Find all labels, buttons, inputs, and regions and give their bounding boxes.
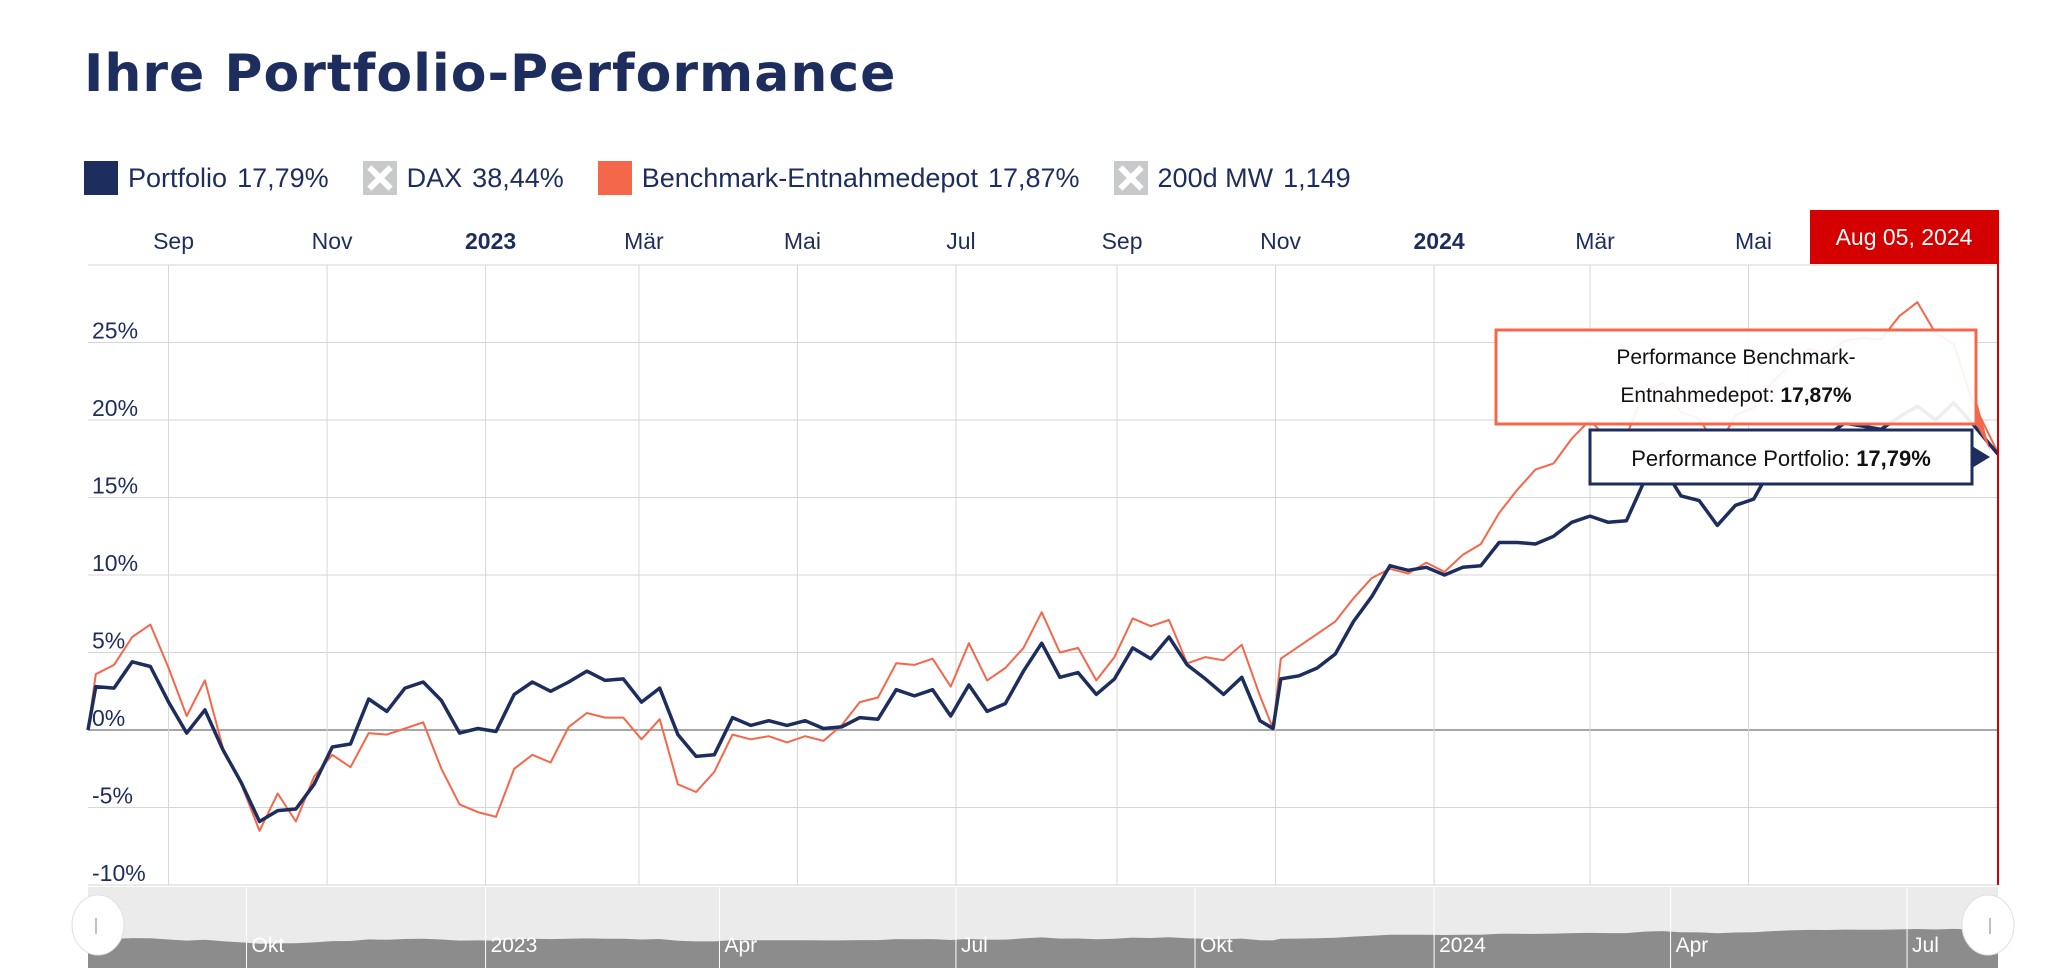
legend-disabled-icon (362, 161, 397, 195)
navigator-label: 2023 (491, 934, 538, 957)
legend-value: 1,149 (1283, 162, 1351, 193)
x-tick-label: Mär (624, 228, 664, 254)
x-tick-label: 2023 (465, 228, 516, 254)
legend-item-portfolio[interactable]: Portfolio 17,79% (84, 161, 329, 195)
y-tick-label: 15% (92, 473, 138, 499)
tooltip-portfolio-pointer (1972, 446, 1990, 468)
y-tick-label: 0% (92, 705, 125, 731)
y-tick-label: -5% (92, 783, 133, 809)
tooltip-benchmark (1494, 328, 1978, 426)
legend-label: 200d MW (1157, 162, 1274, 193)
tooltip-benchmark-label: Performance Benchmark- (1616, 346, 1855, 369)
navigator-area (88, 928, 1998, 968)
tooltip-benchmark-value: 17,87% (1780, 384, 1852, 407)
x-tick-label: Sep (1102, 228, 1143, 254)
x-tick-label: Nov (312, 228, 353, 254)
tooltip-benchmark-pointer (1976, 398, 1990, 450)
legend-item-200d-mw[interactable]: 200d MW 1,149 (1113, 161, 1351, 195)
legend-item-benchmark-entnahmedepot[interactable]: Benchmark-Entnahmedepot 17,87% (597, 161, 1080, 195)
x-tick-label: Nov (1260, 228, 1301, 254)
tooltip-portfolio-colon: : (1844, 446, 1856, 471)
x-tick-label: Sep (153, 228, 194, 254)
y-tick-label: 10% (92, 550, 138, 576)
x-tick-label: Mai (784, 228, 821, 254)
y-tick-label: 5% (92, 628, 125, 654)
chart-legend: Portfolio 17,79% DAX 38,44% Benchmark-Entnah… (84, 158, 1385, 198)
navigator-right-handle[interactable] (1961, 894, 2015, 956)
x-tick-label: Mai (1735, 228, 1772, 254)
legend-swatch (84, 161, 118, 195)
navigator-left-handle[interactable] (71, 894, 125, 956)
y-tick-label: 20% (92, 395, 138, 421)
legend-label: DAX (406, 162, 463, 193)
tooltip-portfolio-value: 17,79% (1856, 446, 1931, 471)
tooltip-benchmark-colon: : (1769, 384, 1781, 407)
legend-swatch (597, 161, 632, 195)
tooltip-portfolio-label: Performance Portfolio (1631, 446, 1844, 471)
x-tick-label: Jul (946, 228, 975, 254)
navigator-label: Apr (724, 934, 757, 957)
legend-disabled-icon (1113, 161, 1148, 195)
legend-label: Portfolio (128, 162, 228, 193)
tooltip-benchmark-label-2: Entnahmedepot: 17,87% (1620, 384, 1852, 407)
crosshair-date-label: Aug 05, 2024 (1836, 224, 1973, 250)
legend-value: 17,87% (987, 162, 1080, 193)
navigator-label: Jul (1912, 934, 1939, 957)
navigator-label: 2024 (1439, 934, 1486, 957)
navigator-label: Apr (1676, 934, 1709, 957)
tooltip-portfolio-text: Performance Portfolio: 17,79% (1631, 446, 1931, 471)
x-tick-label: Mär (1575, 228, 1615, 254)
y-tick-label: -10% (92, 860, 146, 886)
navigator-label: Okt (1200, 934, 1233, 957)
navigator-label: Okt (252, 934, 285, 957)
y-tick-label: 25% (92, 318, 138, 344)
legend-value: 17,79% (237, 162, 329, 193)
tooltip-benchmark-label-text: Entnahmedepot (1620, 384, 1768, 407)
legend-label: Benchmark-Entnahmedepot (641, 162, 978, 193)
page-title: Ihre Portfolio-Performance (84, 44, 897, 104)
navigator-label: Jul (961, 934, 988, 957)
legend-value: 38,44% (472, 162, 564, 193)
crosshair-date-badge (1810, 210, 1998, 264)
legend-item-dax[interactable]: DAX 38,44% (362, 161, 564, 195)
tooltip-portfolio (1588, 428, 1974, 486)
x-tick-label: 2024 (1414, 228, 1465, 254)
